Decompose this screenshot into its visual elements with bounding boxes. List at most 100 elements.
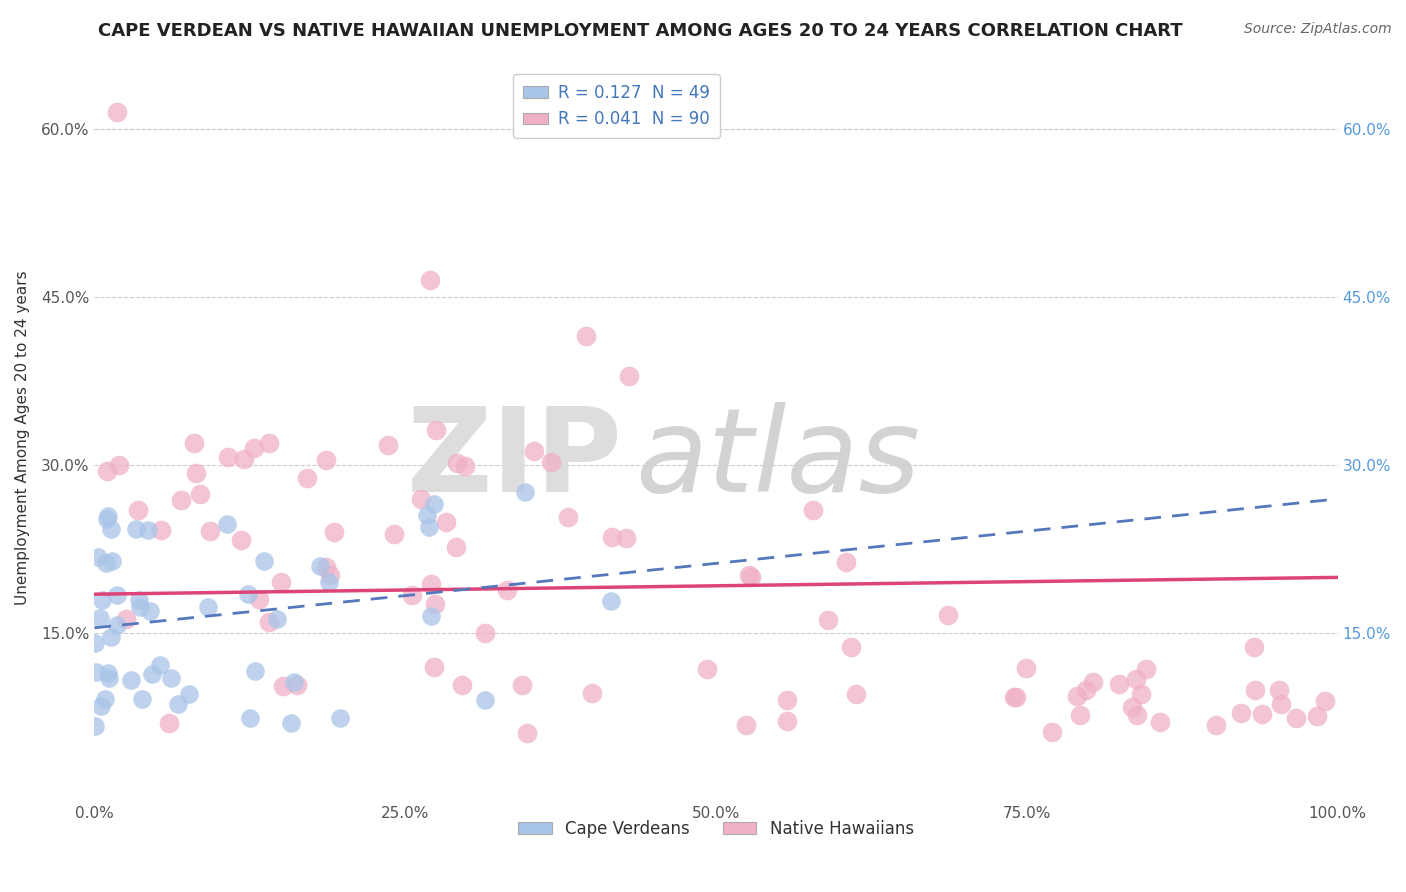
Point [136,523,159,537]
Point [84,718,107,732]
Point [523,444,546,458]
Point [377,438,399,452]
Point [510,678,533,692]
Point [166,697,188,711]
Point [94,692,117,706]
Point [97,665,120,680]
Point [149,657,172,672]
Point [419,577,441,591]
Point [127,503,149,517]
Text: ZIP: ZIP [406,401,623,516]
Point [1244,683,1267,698]
Point [186,466,208,480]
Point [382,527,405,541]
Point [90,699,112,714]
Point [776,693,799,707]
Point [495,583,517,598]
Point [247,591,270,606]
Point [257,615,280,629]
Point [419,273,441,287]
Point [266,612,288,626]
Point [738,567,761,582]
Point [423,497,446,511]
Point [434,515,457,529]
Point [315,560,337,574]
Point [1230,706,1253,721]
Text: Source: ZipAtlas.com: Source: ZipAtlas.com [1244,22,1392,37]
Point [100,630,122,644]
Point [817,614,839,628]
Point [141,666,163,681]
Point [1002,690,1025,705]
Point [188,487,211,501]
Point [86,549,108,564]
Point [446,456,468,470]
Point [1125,672,1147,686]
Point [696,661,718,675]
Point [257,436,280,450]
Point [128,593,150,607]
Point [229,533,252,547]
Point [1306,709,1329,723]
Point [243,441,266,455]
Point [120,673,142,688]
Point [253,554,276,568]
Point [139,604,162,618]
Point [183,436,205,450]
Point [89,610,111,624]
Point [776,714,799,729]
Point [516,725,538,739]
Point [474,693,496,707]
Point [423,659,446,673]
Point [96,464,118,478]
Point [105,588,128,602]
Point [100,522,122,536]
Text: CAPE VERDEAN VS NATIVE HAWAIIAN UNEMPLOYMENT AMONG AGES 20 TO 24 YEARS CORRELATI: CAPE VERDEAN VS NATIVE HAWAIIAN UNEMPLOY… [98,22,1182,40]
Point [319,567,342,582]
Point [1205,717,1227,731]
Point [280,715,302,730]
Point [617,368,640,383]
Point [735,718,758,732]
Point [131,692,153,706]
Point [84,636,107,650]
Point [129,599,152,614]
Point [600,530,623,544]
Point [1135,662,1157,676]
Point [1313,694,1336,708]
Point [200,524,222,538]
Point [170,493,193,508]
Point [1066,689,1088,703]
Point [105,105,128,120]
Point [114,612,136,626]
Point [125,522,148,536]
Point [270,575,292,590]
Y-axis label: Unemployment Among Ages 20 to 24 years: Unemployment Among Ages 20 to 24 years [15,270,30,605]
Point [1126,707,1149,722]
Point [401,588,423,602]
Point [425,597,447,611]
Point [160,671,183,685]
Point [1040,725,1063,739]
Point [94,557,117,571]
Point [740,570,762,584]
Point [515,484,537,499]
Point [416,508,439,523]
Legend: Cape Verdeans, Native Hawaiians: Cape Verdeans, Native Hawaiians [512,813,921,844]
Point [271,679,294,693]
Point [84,665,107,680]
Point [105,618,128,632]
Point [90,592,112,607]
Point [1267,682,1289,697]
Point [1081,675,1104,690]
Point [1015,661,1038,675]
Point [217,517,239,532]
Point [328,711,350,725]
Point [232,451,254,466]
Point [239,711,262,725]
Point [97,508,120,523]
Point [425,423,447,437]
Point [1108,677,1130,691]
Point [1250,707,1272,722]
Point [540,455,562,469]
